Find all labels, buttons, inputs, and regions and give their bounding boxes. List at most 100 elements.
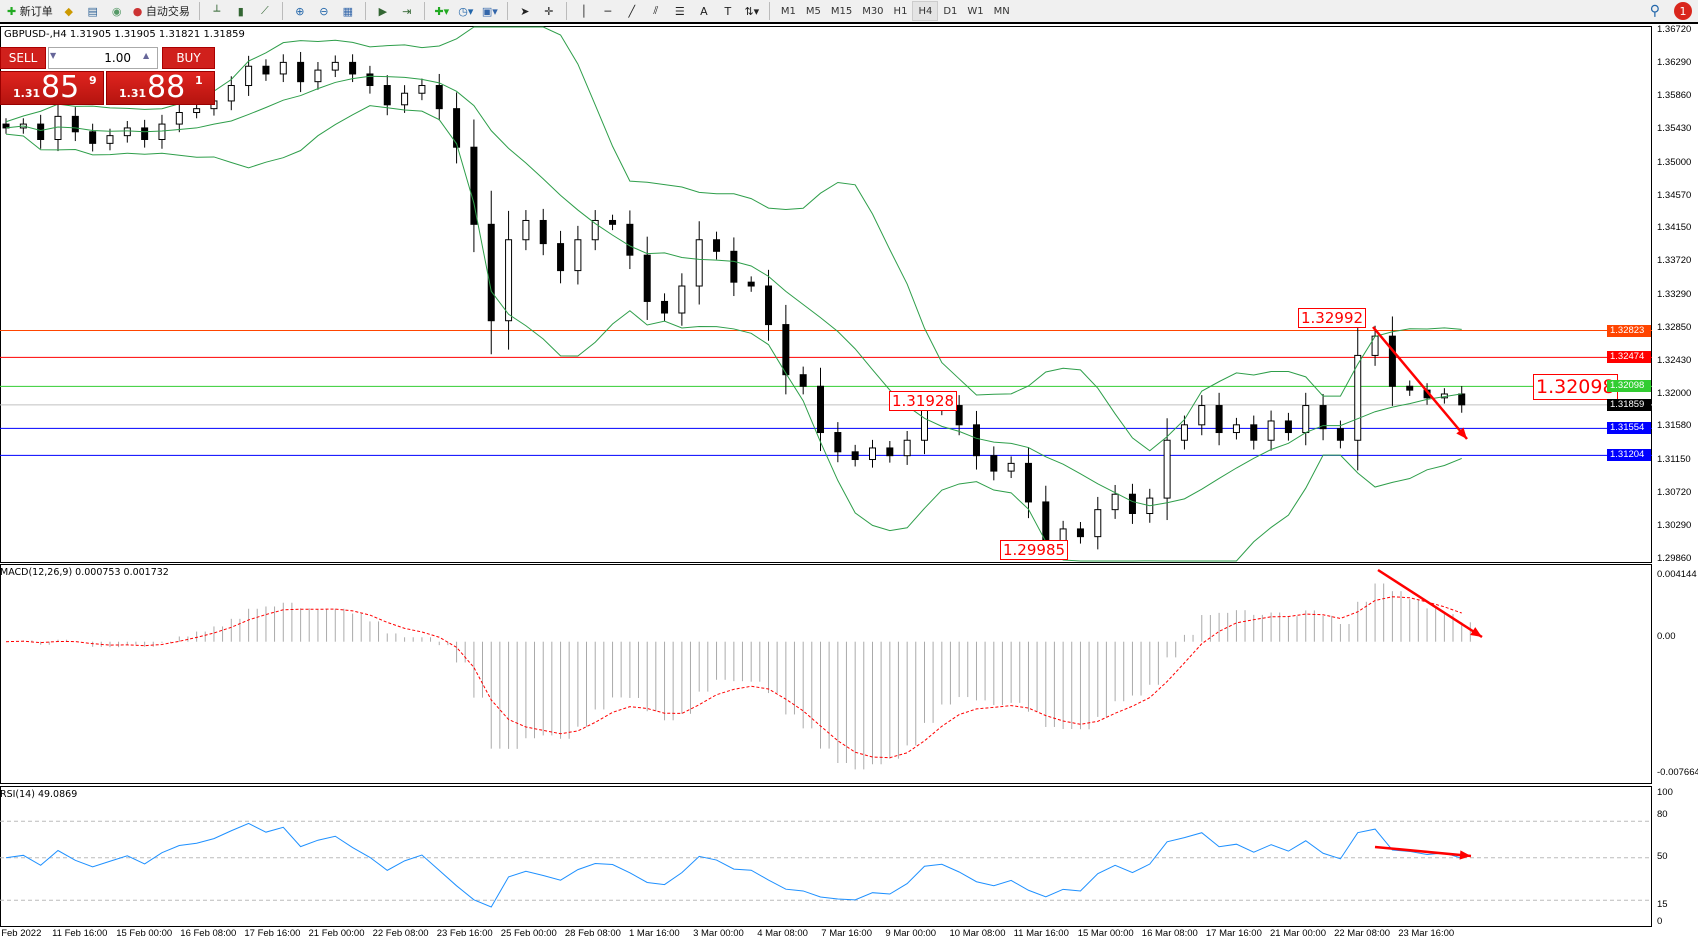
- timeframe-m1[interactable]: M1: [780, 5, 796, 17]
- date-tick: 22 Feb 08:00: [372, 928, 429, 939]
- cursor-icon[interactable]: ➤: [520, 4, 530, 18]
- templates-icon[interactable]: ▣▾: [481, 4, 498, 18]
- sell-price-button[interactable]: 1.31 85 9: [0, 70, 104, 105]
- level-tag: 1.32098: [1607, 380, 1651, 393]
- zoom-out-icon[interactable]: ⊖: [319, 4, 329, 18]
- candlestick-icon[interactable]: ▮: [237, 4, 244, 18]
- candle-body: [227, 85, 235, 102]
- buy-price-pip: 1: [195, 74, 203, 87]
- candle-body: [661, 300, 669, 314]
- candle-body: [765, 285, 773, 326]
- candle-body: [817, 385, 825, 434]
- candle-body: [123, 127, 131, 137]
- candle-body: [1024, 462, 1032, 503]
- auto-trading-label: 自动交易: [145, 5, 190, 18]
- periods-icon[interactable]: ◷▾: [458, 4, 474, 18]
- candle-body: [1388, 335, 1396, 387]
- price-tick: 1.31580: [1657, 420, 1692, 432]
- timeframe-m15[interactable]: M15: [830, 5, 853, 17]
- trendline-icon[interactable]: ╱: [628, 4, 636, 18]
- vertical-line-icon[interactable]: │: [580, 4, 588, 18]
- tile-windows-icon[interactable]: ▦: [342, 4, 354, 18]
- timeframe-d1[interactable]: D1: [943, 5, 958, 17]
- indicators-icon[interactable]: ✚▾: [434, 4, 450, 18]
- annotation-current[interactable]: 1.32098: [1533, 374, 1618, 400]
- candle-body: [1007, 462, 1015, 472]
- candle-body: [435, 85, 443, 110]
- price-tick: 1.33720: [1657, 255, 1692, 267]
- bar-chart-icon[interactable]: ┴: [213, 4, 221, 18]
- timeframe-h4[interactable]: H4: [912, 1, 939, 21]
- timeframes-bar: M1 M5 M15 M30 H1 H4 D1 W1 MN: [776, 1, 1015, 21]
- candle-body: [1180, 424, 1188, 441]
- lots-up-icon[interactable]: ▲: [143, 51, 150, 60]
- date-tick: 10 Mar 08:00: [949, 928, 1006, 939]
- annotation-mid[interactable]: 1.31928: [889, 391, 958, 411]
- navigator-icon[interactable]: ▤: [87, 4, 98, 18]
- price-tick: 1.36290: [1657, 57, 1692, 69]
- candle-body: [539, 219, 547, 245]
- equidistant-channel-icon[interactable]: ⫽: [653, 4, 659, 17]
- candle-body: [799, 374, 807, 387]
- auto-trading-button[interactable]: ● 自动交易: [130, 1, 193, 21]
- arrows-icon[interactable]: ⇅▾: [744, 4, 760, 18]
- trend-arrow-rsi-head: [1459, 850, 1471, 860]
- annotation-high[interactable]: 1.32992: [1298, 308, 1367, 328]
- candle-body: [1250, 424, 1258, 441]
- new-order-button[interactable]: ✚ 新订单: [4, 1, 56, 21]
- price-tick: 1.36720: [1657, 24, 1692, 35]
- candle-body: [591, 219, 599, 241]
- buy-price-button[interactable]: 1.31 88 1: [106, 70, 215, 105]
- signals-icon[interactable]: ◉: [111, 4, 122, 18]
- sell-price-prefix: 1.31: [13, 87, 41, 100]
- lots-input[interactable]: 1.00: [48, 47, 158, 69]
- chart-canvas[interactable]: [0, 26, 1698, 942]
- crosshair-icon[interactable]: ✛: [544, 4, 554, 18]
- chart-shift-icon[interactable]: ⇥: [402, 4, 412, 18]
- toolbar: ✚ 新订单 ◆ ▤ ◉ ● 自动交易 ┴ ▮ ⟋ ⊕ ⊖ ▦ ▶ ⇥ ✚▾ ◷▾…: [0, 0, 1698, 24]
- market-watch-icon[interactable]: ◆: [64, 4, 73, 18]
- fibonacci-icon[interactable]: ☰: [674, 4, 685, 18]
- candle-body: [869, 447, 876, 461]
- candle-body: [193, 108, 201, 114]
- lots-down-icon[interactable]: ▼: [50, 51, 57, 60]
- text-label-icon[interactable]: T: [724, 4, 732, 18]
- price-tick: 1.29860: [1657, 553, 1692, 564]
- search-icon[interactable]: ⚲: [1649, 3, 1660, 19]
- new-order-label: 新订单: [19, 5, 53, 18]
- timeframe-w1[interactable]: W1: [967, 5, 984, 17]
- text-icon[interactable]: A: [700, 4, 708, 18]
- price-tick: 1.32000: [1657, 387, 1692, 399]
- notifications-badge[interactable]: 1: [1674, 2, 1692, 20]
- buy-button[interactable]: BUY: [162, 47, 215, 69]
- annotation-low[interactable]: 1.29985: [1000, 540, 1069, 560]
- bollinger-lower: [5, 105, 1462, 562]
- timeframe-m5[interactable]: M5: [805, 5, 821, 17]
- timeframe-m30[interactable]: M30: [862, 5, 884, 17]
- candle-body: [1302, 405, 1310, 434]
- timeframe-h1[interactable]: H1: [893, 5, 908, 17]
- line-chart-icon[interactable]: ⟋: [260, 4, 269, 17]
- horizontal-line-icon[interactable]: ─: [604, 4, 612, 18]
- candle-body: [279, 61, 287, 75]
- candle-body: [886, 447, 894, 457]
- auto-trading-icon: ●: [132, 4, 143, 18]
- date-tick: 10 Feb 2022: [0, 928, 42, 939]
- candle-body: [955, 405, 963, 426]
- candle-body: [1458, 393, 1466, 406]
- candle-body: [262, 65, 270, 75]
- trend-arrow-rsi: [1374, 845, 1472, 858]
- zoom-in-icon[interactable]: ⊕: [295, 4, 305, 18]
- candle-body: [1354, 354, 1362, 441]
- candle-body: [314, 69, 322, 83]
- date-tick: 22 Mar 08:00: [1334, 928, 1391, 939]
- bollinger-upper: [5, 26, 1462, 452]
- rsi-tick: 0: [1657, 916, 1663, 927]
- timeframe-mn[interactable]: MN: [993, 5, 1010, 17]
- one-click-trading-panel: SELL 1.00 ▼ ▲ BUY 1.31 85 9 1.31 88 1: [0, 47, 215, 105]
- macd-signal-line: [5, 596, 1462, 759]
- macd-label: MACD(12,26,9) 0.000753 0.001732: [0, 567, 169, 578]
- autoscroll-icon[interactable]: ▶: [378, 4, 388, 18]
- sell-button[interactable]: SELL: [0, 47, 46, 69]
- buy-price-prefix: 1.31: [119, 87, 147, 100]
